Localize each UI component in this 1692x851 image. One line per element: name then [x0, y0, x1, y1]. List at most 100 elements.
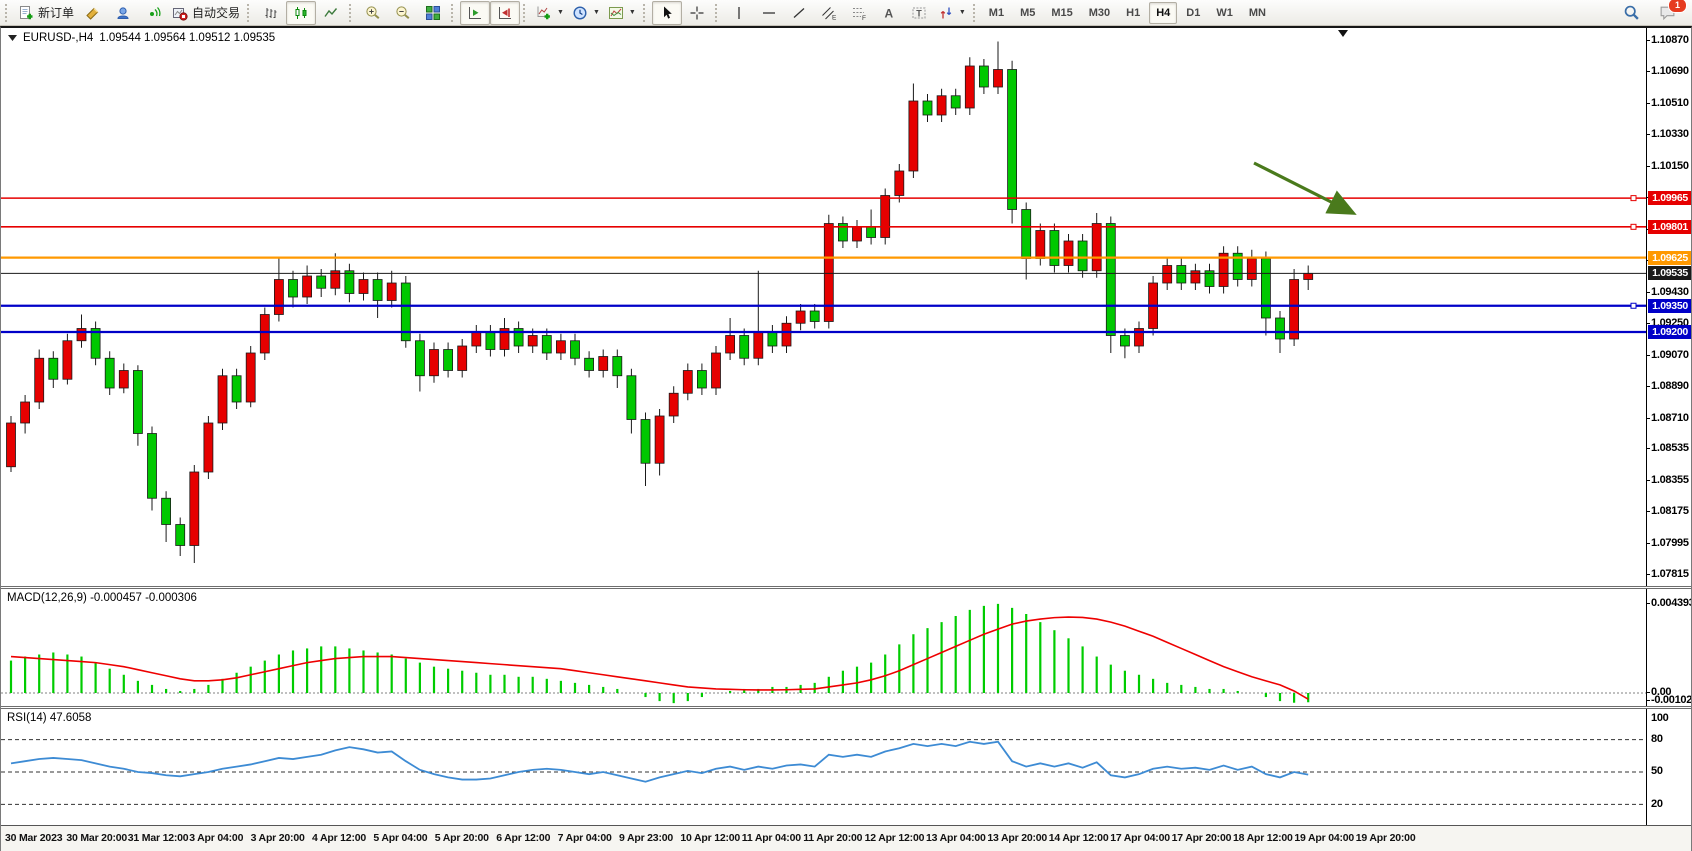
candle-bearish [1120, 335, 1130, 347]
price-tick-mark [1646, 479, 1650, 481]
text-label-tool-button[interactable]: T [904, 1, 934, 25]
time-axis-label: 10 Apr 12:00 [680, 832, 741, 844]
candlestick-chart-icon [295, 6, 307, 19]
text-tool-button[interactable]: A [874, 1, 904, 25]
timeframe-button-D1[interactable]: D1 [1186, 6, 1201, 19]
tile-windows-button[interactable] [418, 1, 448, 25]
trendline-tool-button[interactable] [784, 1, 814, 25]
panel-divider[interactable] [1, 586, 1691, 589]
candle-bullish [654, 415, 665, 464]
horn-icon [86, 7, 99, 20]
cursor-tool-button[interactable] [651, 0, 682, 25]
price-tag-support[interactable]: 1.09350 [1648, 298, 1691, 313]
candle-bullish [753, 331, 764, 359]
macd-indicator-panel[interactable]: MACD(12,26,9) -0.000457 -0.000306 0.0043… [1, 589, 1691, 706]
tile-windows-icon [426, 5, 441, 20]
candle-bearish [584, 357, 594, 371]
main-toolbar: 新订单 自动 [0, 0, 1692, 26]
toolbar-grip [247, 3, 253, 22]
candle-bullish [6, 422, 16, 468]
chart-menu-triangle-icon[interactable] [8, 34, 17, 42]
time-axis-label: 11 Apr 04:00 [741, 832, 801, 844]
price-tick-label: 1.08535 [1651, 442, 1689, 455]
candle-bearish [1007, 69, 1017, 210]
timeframe-button-MN[interactable]: MN [1248, 6, 1266, 19]
rsi-indicator-panel[interactable]: RSI(14) 47.6058 100 80 50 20 [1, 709, 1691, 825]
candle-bullish [330, 270, 341, 289]
timeframe-button-H1[interactable]: H1 [1126, 6, 1141, 19]
candle-bullish [795, 310, 806, 324]
time-axis-label: 13 Apr 04:00 [926, 832, 986, 844]
candle-bullish [1035, 230, 1046, 259]
styles-button[interactable] [78, 1, 108, 25]
vertical-line-icon [738, 6, 740, 19]
templates-button[interactable]: ▼ [604, 1, 640, 25]
broadcast-button[interactable] [138, 1, 168, 25]
macd-tick-mark [1646, 692, 1650, 693]
candle-bearish [1261, 258, 1271, 319]
vertical-line-tool-button[interactable] [724, 1, 754, 25]
timeframe-button-M30[interactable]: M30 [1088, 6, 1111, 19]
line-handle [1630, 302, 1637, 309]
price-tag-resistance[interactable]: 1.09801 [1648, 219, 1691, 234]
fibonacci-tool-button[interactable]: F [844, 1, 874, 25]
horizontal-line-tool-button[interactable] [754, 1, 784, 25]
candlestick-chart-button[interactable] [286, 0, 317, 25]
candle-bearish [400, 282, 411, 342]
candle-bearish [372, 279, 383, 301]
time-axis-label: 30 Mar 2023 [5, 832, 63, 844]
bar-chart-button[interactable] [256, 1, 286, 25]
chart-title: EURUSD-,H4 1.09544 1.09564 1.09512 1.095… [8, 32, 275, 44]
scroll-to-end-marker-icon[interactable] [1338, 30, 1348, 38]
timeframe-button-H4[interactable]: H4 [1149, 1, 1178, 24]
indicators-button[interactable]: ▼ [532, 1, 568, 25]
svg-text:E: E [832, 14, 837, 21]
chart-shift-button[interactable] [490, 0, 521, 25]
new-order-button[interactable]: 新订单 [14, 1, 78, 25]
price-tag-support[interactable]: 1.09200 [1648, 325, 1691, 339]
toolbar-grip [972, 3, 979, 22]
candle-bullish [457, 345, 468, 371]
zoom-in-icon [366, 5, 380, 19]
line-chart-button[interactable] [316, 1, 346, 25]
chart-title-symbol: EURUSD-,H4 [23, 32, 94, 44]
periods-button[interactable]: ▼ [568, 1, 604, 25]
candle-bullish [711, 352, 721, 389]
price-tick-mark [1646, 417, 1650, 419]
notifications-button[interactable]: 1 [1652, 0, 1687, 25]
time-axis-label: 6 Apr 12:00 [496, 832, 551, 844]
chart-shift-icon [499, 6, 512, 19]
trend-arrow-annotation [1253, 161, 1357, 215]
auto-scroll-icon [469, 6, 482, 19]
equidistant-channel-tool-button[interactable]: E [814, 1, 844, 25]
zoom-in-button[interactable] [358, 1, 388, 25]
panel-divider[interactable] [1, 706, 1691, 709]
timeframe-button-M1[interactable]: M1 [988, 6, 1005, 19]
profile-button[interactable] [108, 1, 138, 25]
search-button[interactable] [1616, 1, 1646, 25]
auto-trading-button[interactable]: 自动交易 [168, 1, 244, 25]
timeframe-button-M5[interactable]: M5 [1020, 6, 1036, 19]
rsi-axis-label: 50 [1651, 765, 1663, 777]
candle-bullish [245, 352, 256, 403]
crosshair-tool-button[interactable] [682, 1, 712, 25]
price-tag-resistance[interactable]: 1.09965 [1648, 191, 1691, 206]
candle-bearish [922, 100, 933, 116]
new-order-icon [20, 5, 33, 19]
timeframe-button-W1[interactable]: W1 [1216, 6, 1233, 19]
macd-tick-mark [1646, 603, 1650, 604]
price-tick-mark [1646, 511, 1650, 513]
price-tag-current-price[interactable]: 1.09535 [1648, 266, 1691, 281]
macd-tick-mark [1646, 700, 1650, 701]
auto-scroll-button[interactable] [460, 0, 491, 25]
equidistant-channel-icon: E [821, 6, 837, 21]
price-chart-panel[interactable]: EURUSD-,H4 1.09544 1.09564 1.09512 1.095… [1, 28, 1691, 586]
dropdown-arrow-icon: ▼ [958, 9, 966, 16]
zoom-out-button[interactable] [388, 1, 418, 25]
time-axis[interactable]: 30 Mar 2023 30 Mar 20:00 31 Mar 12:00 3 Apr… [1, 825, 1691, 851]
price-tag-pivot[interactable]: 1.09625 [1648, 250, 1691, 265]
timeframe-button-M15[interactable]: M15 [1051, 6, 1073, 19]
candle-bearish [175, 524, 186, 546]
arrows-tool-button[interactable]: ▼ [934, 1, 970, 25]
candle-bullish [852, 226, 862, 242]
